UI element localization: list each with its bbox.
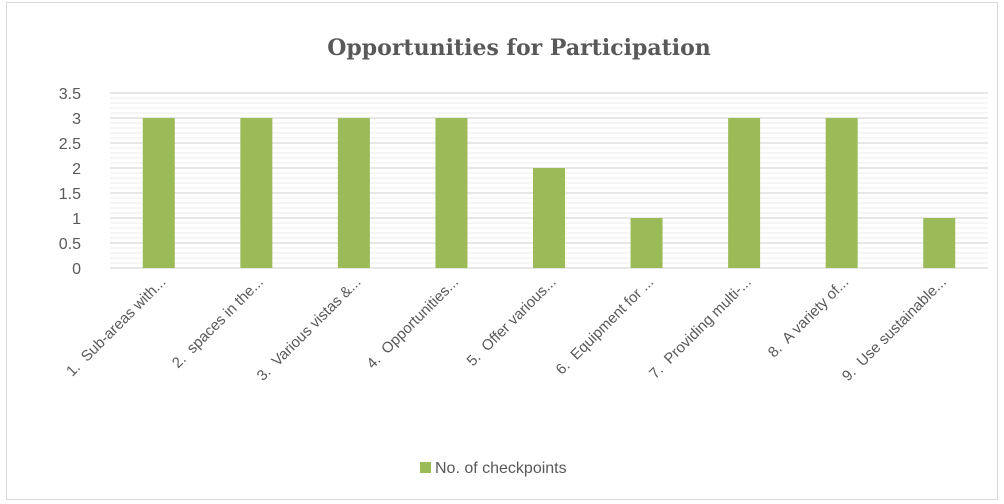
x-tick-label: 5. Offer various... — [464, 274, 560, 370]
bar-chart: Opportunities for Participation 0 0.5 1 1.5… — [59, 35, 988, 477]
y-axis-ticks: 0 0.5 1 1.5 2 2.5 3 3.5 — [59, 86, 81, 278]
y-tick-label: 3 — [72, 111, 81, 128]
bar — [728, 118, 761, 268]
x-tick-label: 2. spaces in the... — [169, 274, 267, 372]
chart-title: Opportunities for Participation — [327, 35, 711, 61]
x-tick-label: 1. Sub-areas with... — [63, 274, 169, 380]
y-tick-label: 0 — [72, 261, 81, 278]
bars — [142, 118, 956, 268]
bar — [240, 118, 273, 268]
legend-swatch — [420, 462, 431, 473]
bar — [825, 118, 858, 268]
x-tick-label: 7. Providing multi-... — [646, 274, 755, 383]
x-tick-label: 9. Use sustainable... — [839, 274, 950, 385]
y-tick-label: 1.5 — [59, 186, 81, 203]
bar — [337, 118, 370, 268]
y-tick-label: 2 — [72, 161, 81, 178]
legend-label: No. of checkpoints — [435, 460, 567, 477]
x-tick-label: 8. A variety of... — [765, 274, 852, 361]
y-tick-label: 1 — [72, 211, 81, 228]
bar — [630, 218, 663, 268]
bar — [142, 118, 175, 268]
y-tick-label: 0.5 — [59, 236, 81, 253]
x-axis-ticks: 1. Sub-areas with... 2. spaces in the...3… — [63, 274, 950, 385]
x-tick-label: 4. Opportunities... — [363, 274, 462, 373]
bar — [435, 118, 468, 268]
x-tick-label: 6. Equipment for ... — [553, 274, 658, 379]
bar — [923, 218, 956, 268]
legend: No. of checkpoints — [420, 460, 567, 477]
y-tick-label: 3.5 — [59, 86, 81, 103]
y-tick-label: 2.5 — [59, 136, 81, 153]
x-tick-label: 3. Various vistas &... — [254, 274, 365, 385]
bar — [533, 168, 565, 268]
chart-frame: Opportunities for Participation 0 0.5 1 1.5… — [6, 2, 998, 500]
